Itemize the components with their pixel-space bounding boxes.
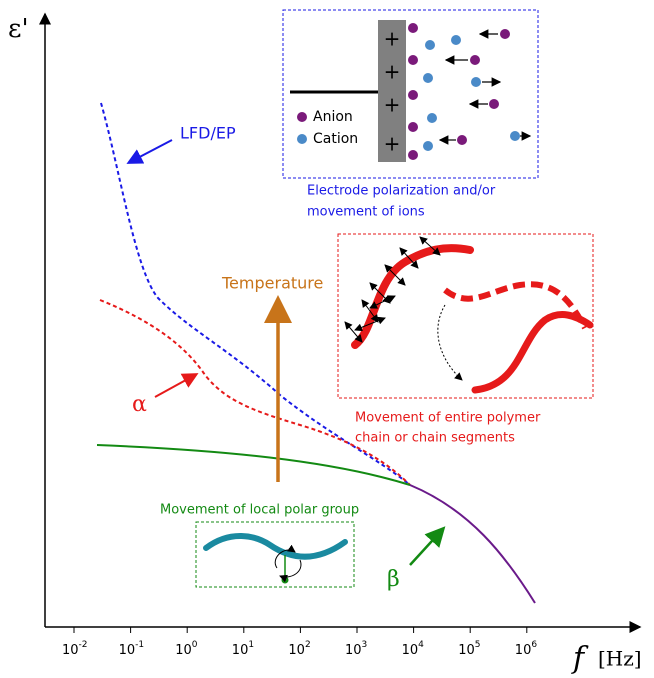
beta-arrow [409,526,446,566]
x-axis-unit: [Hz] [598,647,642,671]
lfd-curve [100,102,411,486]
alpha-arrow [154,373,199,398]
tick-base: 10 [288,643,305,658]
tick-exp: 6 [531,640,537,650]
x-tick-label: 10-2 [62,640,88,658]
plus: + [384,27,401,51]
x-tick-label: 100 [175,640,198,658]
tick-base: 10 [402,643,419,658]
temperature-label: Temperature [221,274,323,293]
x-tick-label: 101 [232,640,254,658]
tick-exp: 4 [418,640,424,650]
tick-base: 10 [232,643,249,658]
polymer-box [337,233,594,399]
lfd-label: LFD/EP [180,124,236,143]
x-tick-label: 106 [515,640,538,658]
x-tick-label: 105 [458,640,480,658]
tick-exp: -2 [79,640,88,650]
anion-label: Anion [313,109,353,125]
tick-exp: 3 [362,640,368,650]
tick-exp: 1 [248,640,254,650]
polymer-caption: Movement of entire polymer [355,411,541,426]
electrode-box [282,9,539,179]
local-caption: Movement of local polar group [160,503,359,518]
x-tick-label: 104 [402,640,425,658]
electrode-caption: Electrode polarization and/or [307,184,496,199]
x-tick-label: 10-1 [119,640,145,658]
tick-base: 10 [345,643,362,658]
tick-base: 10 [515,643,532,658]
y-axis-label: ε' [8,14,29,44]
tick-exp: 5 [475,640,481,650]
polymer-caption: chain or chain segments [355,431,515,446]
tick-exp: 0 [192,640,198,650]
alpha-label: α [132,392,147,417]
plus: + [384,132,401,156]
x-axis-symbol: f [571,641,589,676]
x-tick-label: 102 [288,640,310,658]
tick-exp: -1 [135,640,144,650]
electrode-caption: movement of ions [307,205,425,220]
lfd-arrow [126,139,173,164]
plus: + [384,60,401,84]
tick-base: 10 [119,643,136,658]
tick-base: 10 [62,643,79,658]
alpha-curve [99,299,411,486]
beta-label: β [387,567,400,592]
plus: + [384,93,401,117]
common-tail [409,484,536,604]
x-ticks: 10-2 10-1 100 101 102 103 104 105 106 [62,627,537,658]
tick-base: 10 [458,643,475,658]
cation-label: Cation [313,131,358,147]
tick-base: 10 [175,643,192,658]
tick-exp: 2 [305,640,311,650]
beta-curve [96,444,411,486]
axes [39,12,642,633]
local-box [195,521,355,588]
x-tick-label: 103 [345,640,367,658]
